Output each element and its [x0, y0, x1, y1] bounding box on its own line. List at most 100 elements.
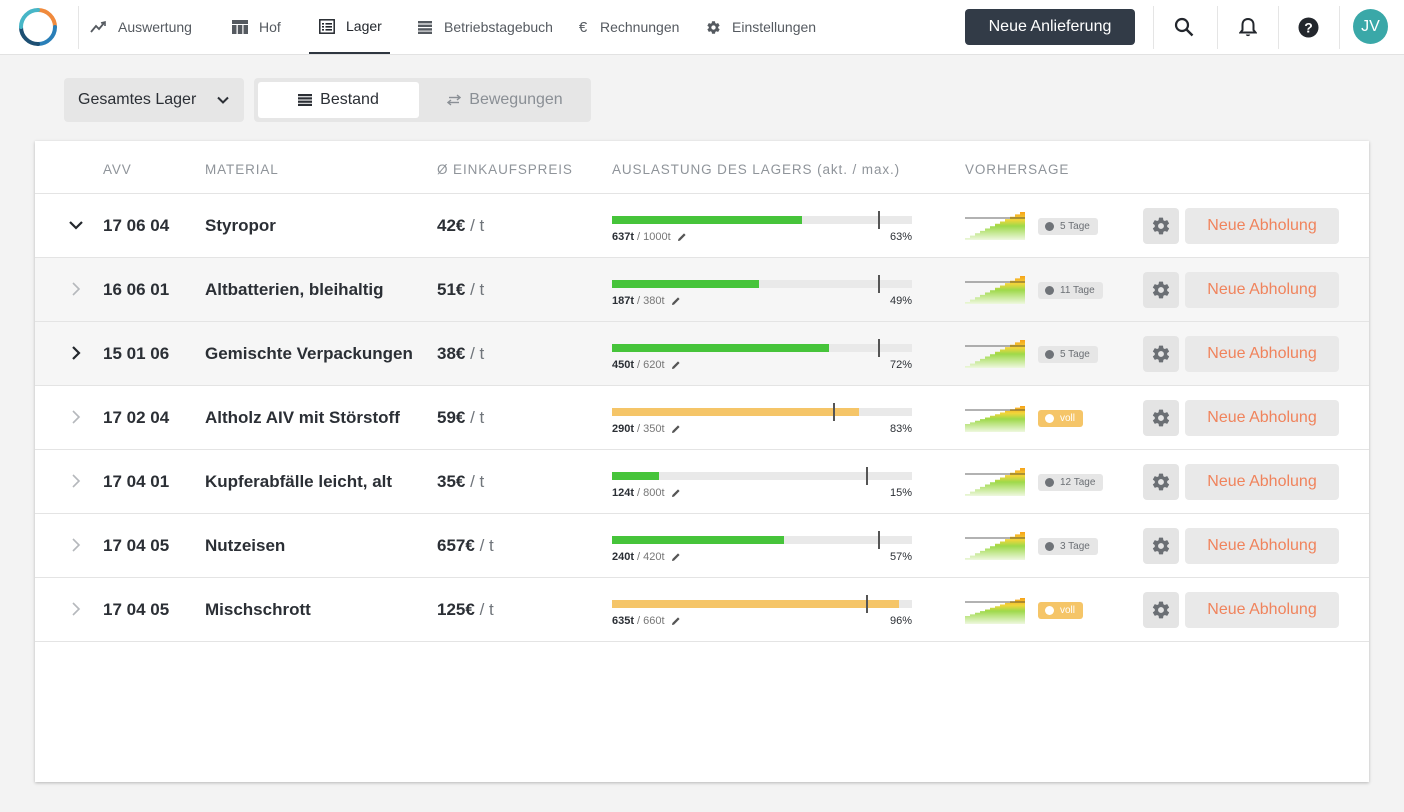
app-logo-icon[interactable]: [18, 7, 58, 47]
edit-pencil-icon[interactable]: [671, 296, 681, 306]
new-delivery-button[interactable]: Neue Anlieferung: [965, 9, 1135, 45]
capacity-amount: 240t/ 420t: [612, 551, 681, 563]
gear-icon: [1152, 601, 1170, 619]
forecast-badge: 11 Tage: [1038, 282, 1103, 299]
forecast-text: 5 Tage: [1060, 221, 1090, 232]
tab-bewegungen[interactable]: Bewegungen: [423, 82, 587, 118]
new-pickup-button[interactable]: Neue Abholung: [1185, 592, 1339, 628]
current-amount: 240t: [612, 551, 635, 563]
capacity-amount: 290t/ 350t: [612, 423, 681, 435]
nav-item-label: Rechnungen: [600, 19, 680, 35]
divider: [78, 6, 79, 49]
column-header-material[interactable]: MATERIAL: [205, 162, 279, 177]
nav-item-label: Auswertung: [118, 19, 192, 35]
expand-chevron-icon[interactable]: [67, 600, 85, 618]
max-amount: / 350t: [637, 423, 665, 435]
max-amount: / 1000t: [637, 231, 671, 243]
row-settings-button[interactable]: [1143, 464, 1179, 500]
new-pickup-button[interactable]: Neue Abholung: [1185, 336, 1339, 372]
expand-chevron-icon[interactable]: [67, 472, 85, 490]
nav-item-auswertung[interactable]: Auswertung: [90, 0, 192, 54]
capacity-percent: 96%: [889, 615, 912, 627]
list-icon: [318, 17, 336, 35]
gear-icon: [1152, 409, 1170, 427]
average-price: 42€ / t: [437, 216, 484, 236]
nav-item-rechnungen[interactable]: € Rechnungen: [576, 0, 680, 54]
edit-pencil-icon[interactable]: [671, 616, 681, 626]
help-icon[interactable]: ?: [1295, 14, 1321, 40]
column-header-forecast[interactable]: VORHERSAGE: [965, 162, 1070, 177]
row-settings-button[interactable]: [1143, 400, 1179, 436]
edit-pencil-icon[interactable]: [671, 360, 681, 370]
forecast-sparkline: [965, 276, 1025, 304]
storage-select[interactable]: Gesamtes Lager: [64, 78, 244, 122]
new-pickup-button[interactable]: Neue Abholung: [1185, 464, 1339, 500]
capacity-percent: 83%: [889, 423, 912, 435]
max-amount: / 420t: [637, 551, 665, 563]
divider: [1278, 6, 1279, 49]
nav-item-hof[interactable]: Hof: [231, 0, 281, 54]
expand-chevron-icon[interactable]: [67, 280, 85, 298]
capacity-bar-fill: [612, 600, 900, 608]
edit-pencil-icon[interactable]: [671, 488, 681, 498]
table-row[interactable]: 17 04 05 Mischschrott 125€ / t 635t/ 660…: [35, 578, 1369, 642]
bell-icon[interactable]: [1235, 14, 1261, 40]
new-pickup-button[interactable]: Neue Abholung: [1185, 400, 1339, 436]
capacity-limit-marker: [878, 339, 880, 357]
forecast-text: 5 Tage: [1060, 349, 1090, 360]
column-header-capacity[interactable]: AUSLASTUNG DES LAGERS (akt. / max.): [612, 162, 901, 177]
avv-code: 17 06 04: [103, 216, 170, 235]
new-pickup-button[interactable]: Neue Abholung: [1185, 528, 1339, 564]
clock-icon: [1045, 414, 1054, 423]
expand-chevron-icon[interactable]: [67, 408, 85, 426]
table-row[interactable]: 17 06 04 Styropor 42€ / t 637t/ 1000t 63…: [35, 194, 1369, 258]
current-amount: 290t: [612, 423, 635, 435]
clock-icon: [1045, 606, 1054, 615]
capacity-amount: 187t/ 380t: [612, 295, 681, 307]
column-header-price[interactable]: Ø EINKAUFSPREIS: [437, 162, 573, 177]
forecast-area: [965, 276, 1025, 304]
divider: [1153, 6, 1154, 49]
price-unit: / t: [470, 216, 485, 235]
clock-icon: [1045, 286, 1054, 295]
search-icon[interactable]: [1171, 14, 1197, 40]
row-settings-button[interactable]: [1143, 592, 1179, 628]
price-unit: / t: [479, 536, 494, 555]
table-row[interactable]: 17 04 05 Nutzeisen 657€ / t 240t/ 420t 5…: [35, 514, 1369, 578]
user-avatar[interactable]: JV: [1353, 9, 1388, 44]
table-row[interactable]: 16 06 01 Altbatterien, bleihaltig 51€ / …: [35, 258, 1369, 322]
current-amount: 637t: [612, 231, 635, 243]
tab-bestand[interactable]: Bestand: [258, 82, 419, 118]
edit-pencil-icon[interactable]: [671, 424, 681, 434]
expand-chevron-icon[interactable]: [67, 344, 85, 362]
current-amount: 187t: [612, 295, 635, 307]
table-row[interactable]: 17 02 04 Altholz AIV mit Störstoff 59€ /…: [35, 386, 1369, 450]
table-icon: [231, 18, 249, 36]
nav-item-label: Hof: [259, 19, 281, 35]
material-name: Nutzeisen: [205, 536, 286, 555]
edit-pencil-icon[interactable]: [677, 232, 687, 242]
table-row[interactable]: 15 01 06 Gemischte Verpackungen 38€ / t …: [35, 322, 1369, 386]
new-pickup-button[interactable]: Neue Abholung: [1185, 272, 1339, 308]
edit-pencil-icon[interactable]: [671, 552, 681, 562]
nav-item-einstellungen[interactable]: Einstellungen: [704, 0, 816, 54]
table-row[interactable]: 17 04 01 Kupferabfälle leicht, alt 35€ /…: [35, 450, 1369, 514]
chart-trend-icon: [90, 18, 108, 36]
column-header-avv[interactable]: AVV: [103, 162, 132, 177]
nav-item-betriebstagebuch[interactable]: Betriebstagebuch: [416, 0, 553, 54]
expand-chevron-icon[interactable]: [67, 536, 85, 554]
capacity-limit-marker: [833, 403, 835, 421]
price-value: 657€: [437, 536, 475, 555]
new-pickup-button[interactable]: Neue Abholung: [1185, 208, 1339, 244]
divider: [1339, 6, 1340, 49]
row-settings-button[interactable]: [1143, 208, 1179, 244]
swap-arrows-icon: [447, 94, 462, 106]
row-settings-button[interactable]: [1143, 528, 1179, 564]
row-settings-button[interactable]: [1143, 336, 1179, 372]
clock-icon: [1045, 350, 1054, 359]
nav-item-label: Lager: [346, 18, 382, 34]
expand-chevron-icon[interactable]: [67, 216, 85, 234]
storage-table: AVV MATERIAL Ø EINKAUFSPREIS AUSLASTUNG …: [35, 141, 1369, 782]
nav-item-lager[interactable]: Lager: [309, 0, 390, 54]
row-settings-button[interactable]: [1143, 272, 1179, 308]
